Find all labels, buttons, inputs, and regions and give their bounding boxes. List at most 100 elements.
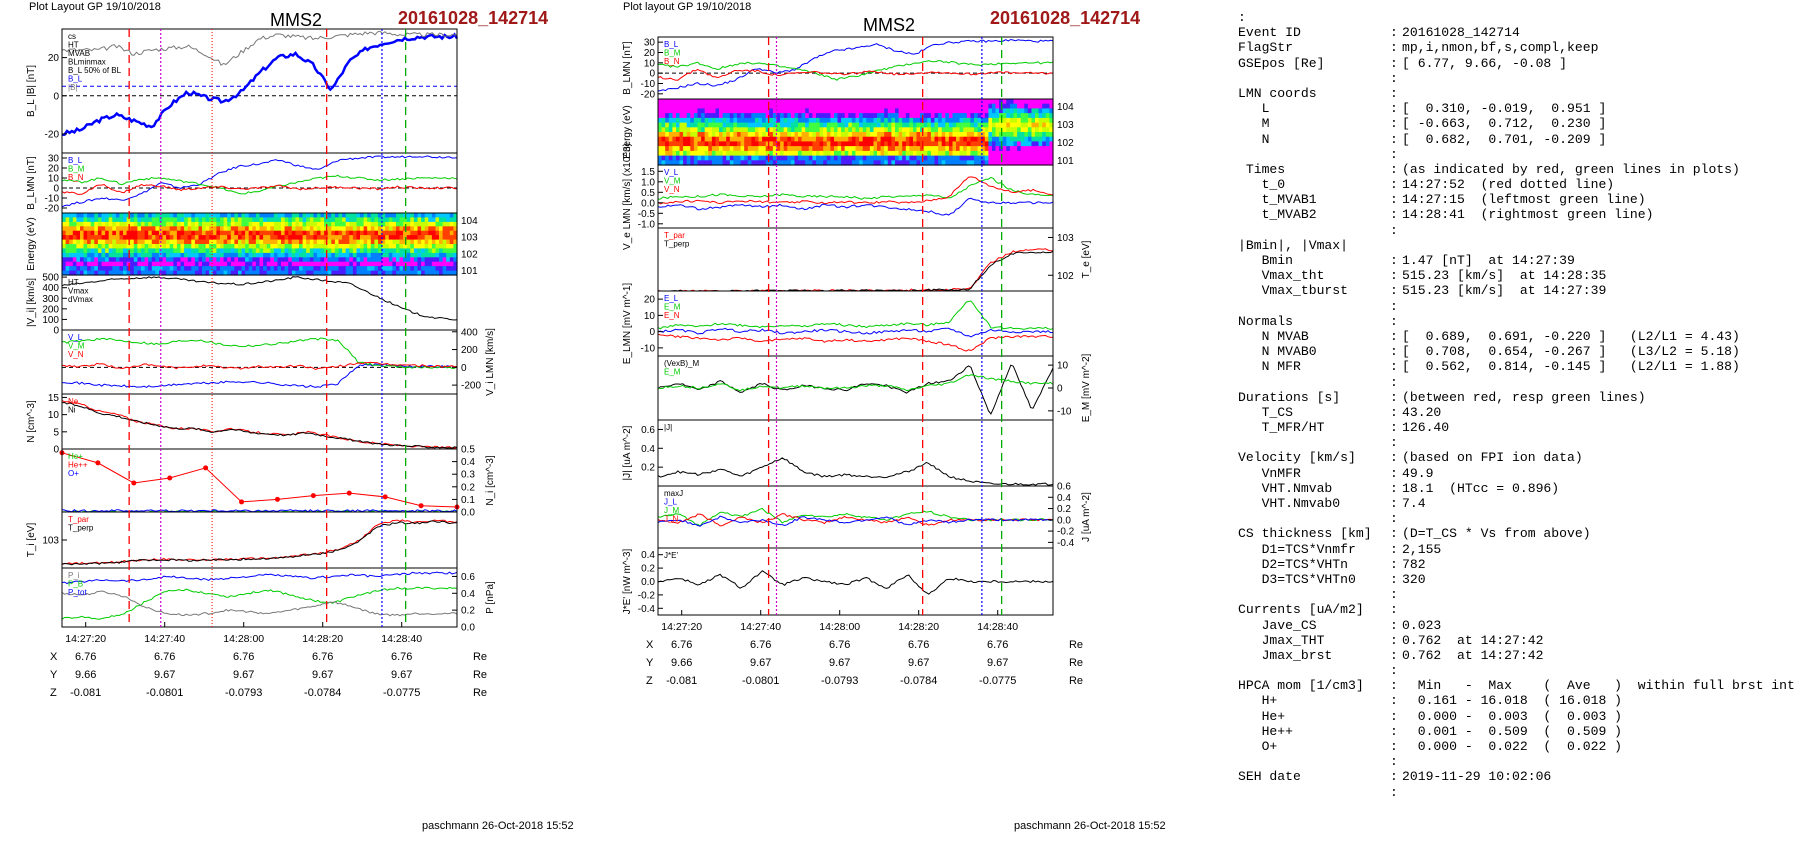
spectrogram-cell — [1013, 160, 1018, 166]
spectrogram-cell — [184, 230, 189, 236]
spectrogram-cell — [844, 146, 849, 152]
info-colon: : — [1390, 587, 1398, 603]
spectrogram-cell — [212, 239, 217, 245]
spectrogram-cell — [1009, 146, 1015, 152]
spectrogram-cell — [396, 221, 401, 227]
spectrogram-cell — [220, 226, 225, 232]
spectrogram-cell — [834, 150, 839, 157]
spectrogram-cell — [683, 146, 688, 152]
spectrogram-cell — [421, 217, 426, 223]
spectrogram-cell — [765, 146, 770, 152]
spectrogram-cell — [711, 160, 717, 166]
spectrogram-cell — [769, 141, 774, 147]
spectrogram-cell — [162, 261, 167, 267]
spectrogram-cell — [169, 270, 174, 276]
spectrogram-cell — [317, 244, 322, 249]
spectrogram-cell — [331, 244, 336, 249]
spectrogram-cell — [704, 150, 709, 157]
spectrogram-cell — [83, 213, 88, 218]
spectrogram-cell — [295, 244, 300, 249]
spectrogram-cell — [808, 146, 813, 152]
spectrogram-cell — [668, 155, 673, 161]
spectrogram-cell — [780, 136, 785, 142]
spectrogram-cell — [320, 244, 325, 249]
spectrogram-cell — [345, 244, 350, 249]
spectrogram-cell — [453, 266, 458, 272]
spectrogram-cell — [941, 155, 946, 161]
spectrogram-cell — [726, 113, 731, 119]
spectrogram-cell — [1035, 160, 1040, 166]
series-point — [418, 503, 424, 509]
spectrogram-cell — [69, 217, 74, 223]
spectrogram-cell — [776, 141, 781, 147]
spectrogram-cell — [284, 217, 289, 223]
spectrogram-cell — [765, 160, 770, 166]
spectrogram-cell — [155, 270, 160, 276]
spectrogram-cell — [913, 113, 918, 119]
spectrogram-cell — [317, 213, 322, 218]
spectrogram-cell — [758, 160, 763, 166]
spectrogram-cell — [661, 150, 666, 157]
spectrogram-cell — [704, 136, 709, 142]
legend-entry: V_M — [664, 177, 681, 186]
spectrogram-cell — [198, 221, 203, 227]
spectrogram-cell — [205, 230, 210, 236]
spectrogram-cell — [108, 221, 113, 227]
spectrogram-cell — [916, 108, 921, 114]
spectrogram-cell — [108, 239, 113, 245]
spectrogram-cell — [930, 108, 936, 114]
spectrogram-cell — [306, 230, 311, 236]
series-line — [61, 571, 458, 585]
spectrogram-cell — [266, 261, 271, 267]
spectrogram-cell — [747, 113, 752, 119]
spectrogram-cell — [891, 103, 896, 109]
spectrogram-cell — [661, 132, 666, 138]
spectrogram-cell — [270, 217, 275, 223]
spectrogram-cell — [406, 270, 411, 276]
spectrogram-cell — [198, 239, 203, 245]
spectrogram-cell — [891, 99, 896, 105]
spectrogram-cell — [744, 113, 749, 119]
spectrogram-cell — [216, 221, 221, 227]
spectrogram-cell — [449, 261, 454, 267]
spectrogram-cell — [686, 160, 691, 166]
spectrogram-cell — [758, 155, 763, 161]
spectrogram-cell — [869, 141, 875, 147]
spectrogram-cell — [737, 117, 742, 124]
spectrogram-cell — [729, 113, 734, 119]
spectrogram-cell — [787, 113, 792, 119]
spectrogram-cell — [166, 270, 171, 276]
spectrogram-cell — [988, 132, 993, 138]
spectrogram-cell — [708, 113, 713, 119]
spectrogram-cell — [1038, 113, 1043, 119]
spectrogram-cell — [115, 226, 121, 232]
spectrogram-cell — [816, 127, 821, 133]
spectrogram-cell — [248, 248, 253, 254]
info-colon: : — [1390, 25, 1398, 41]
spectrogram-cell — [812, 103, 817, 109]
spectrogram-cell — [708, 141, 713, 147]
info-colon: : — [1390, 253, 1398, 268]
spectrogram-cell — [801, 136, 806, 142]
spectrogram-cell — [194, 261, 200, 267]
spectrogram-cell — [284, 252, 289, 258]
spectrogram-cell — [952, 122, 957, 128]
spectrogram-cell — [87, 217, 92, 223]
spectrogram-cell — [399, 248, 404, 254]
spectrogram-cell — [999, 150, 1004, 157]
spectrogram-cell — [805, 136, 810, 142]
spectrogram-cell — [396, 235, 401, 241]
spectrogram-cell — [697, 136, 702, 142]
spectrogram-cell — [439, 217, 444, 223]
spectrogram-cell — [299, 248, 304, 254]
spectrogram-cell — [729, 99, 734, 105]
spectrogram-cell — [349, 217, 354, 223]
spectrogram-cell — [819, 160, 824, 166]
spectrogram-cell — [916, 99, 921, 105]
spectrogram-cell — [166, 252, 171, 258]
spectrogram-cell — [704, 160, 709, 166]
spectrogram-cell — [794, 117, 799, 124]
spectrogram-cell — [155, 239, 160, 245]
pos-row-value: -0.081 — [666, 675, 697, 687]
